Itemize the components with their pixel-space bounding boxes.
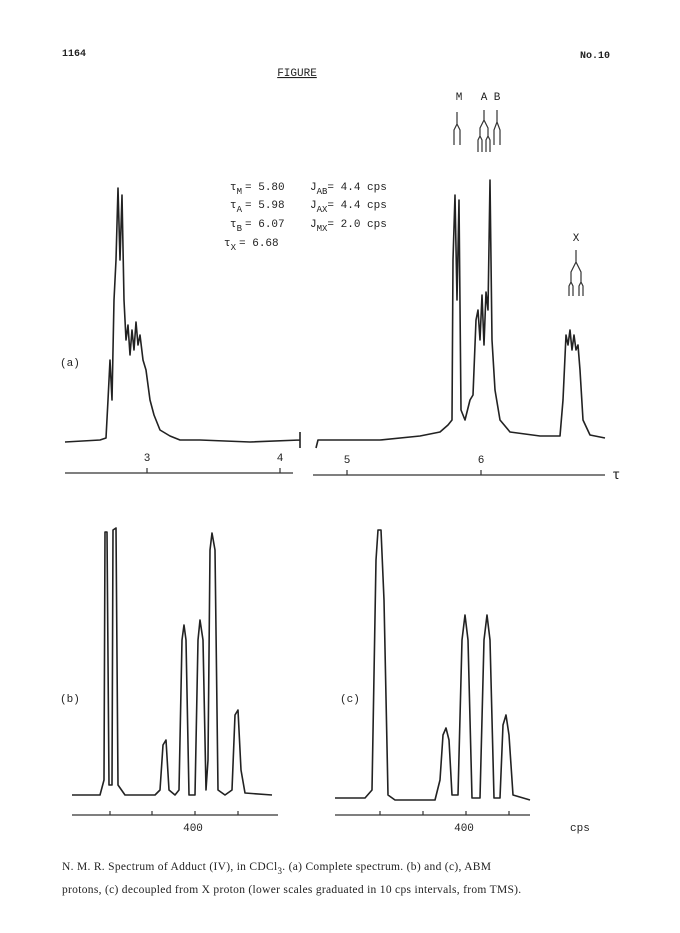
multiplet-label: M	[456, 92, 463, 104]
scale-label: 400	[454, 823, 474, 835]
scale-unit: cps	[570, 823, 590, 835]
coupling: JAX= 4.4 cps	[310, 200, 387, 215]
splitting-trees	[453, 110, 584, 296]
shift: τA = 5.98	[230, 200, 285, 215]
scale-label: 3	[144, 453, 151, 465]
spectrum-b: 400	[72, 527, 278, 835]
multiplet-label: A	[481, 92, 488, 104]
page-number: 1164	[62, 49, 86, 60]
shift: τX = 6.68	[224, 238, 279, 253]
panel-label: (a)	[60, 358, 80, 370]
panel-label: (c)	[340, 694, 360, 706]
shift: τM = 5.80	[230, 182, 285, 197]
shift: τB = 6.07	[230, 219, 285, 234]
issue: No.10	[580, 51, 610, 62]
spectrum-c: 400 cps	[335, 529, 590, 835]
figure-title: FIGURE	[277, 68, 317, 80]
panel-label: (b)	[60, 694, 80, 706]
caption: N. M. R. Spectrum of Adduct (IV), in CDC…	[62, 861, 491, 876]
scale-label: 400	[183, 823, 203, 835]
caption: protons, (c) decoupled from X proton (lo…	[62, 884, 521, 896]
spectrum-a: 3 4 5 6 τ	[64, 179, 620, 484]
shift-list: τM = 5.80 τA = 5.98 τB = 6.07 τX = 6.68 JAB=…	[224, 182, 387, 253]
scale-unit: τ	[612, 468, 620, 484]
multiplet-label: X	[573, 233, 580, 245]
scale-label: 5	[344, 455, 351, 467]
scale-label: 4	[277, 453, 284, 465]
scale-label: 6	[478, 455, 485, 467]
coupling: JAB= 4.4 cps	[310, 182, 387, 197]
coupling: JMX= 2.0 cps	[310, 219, 387, 234]
multiplet-label: B	[494, 92, 501, 104]
